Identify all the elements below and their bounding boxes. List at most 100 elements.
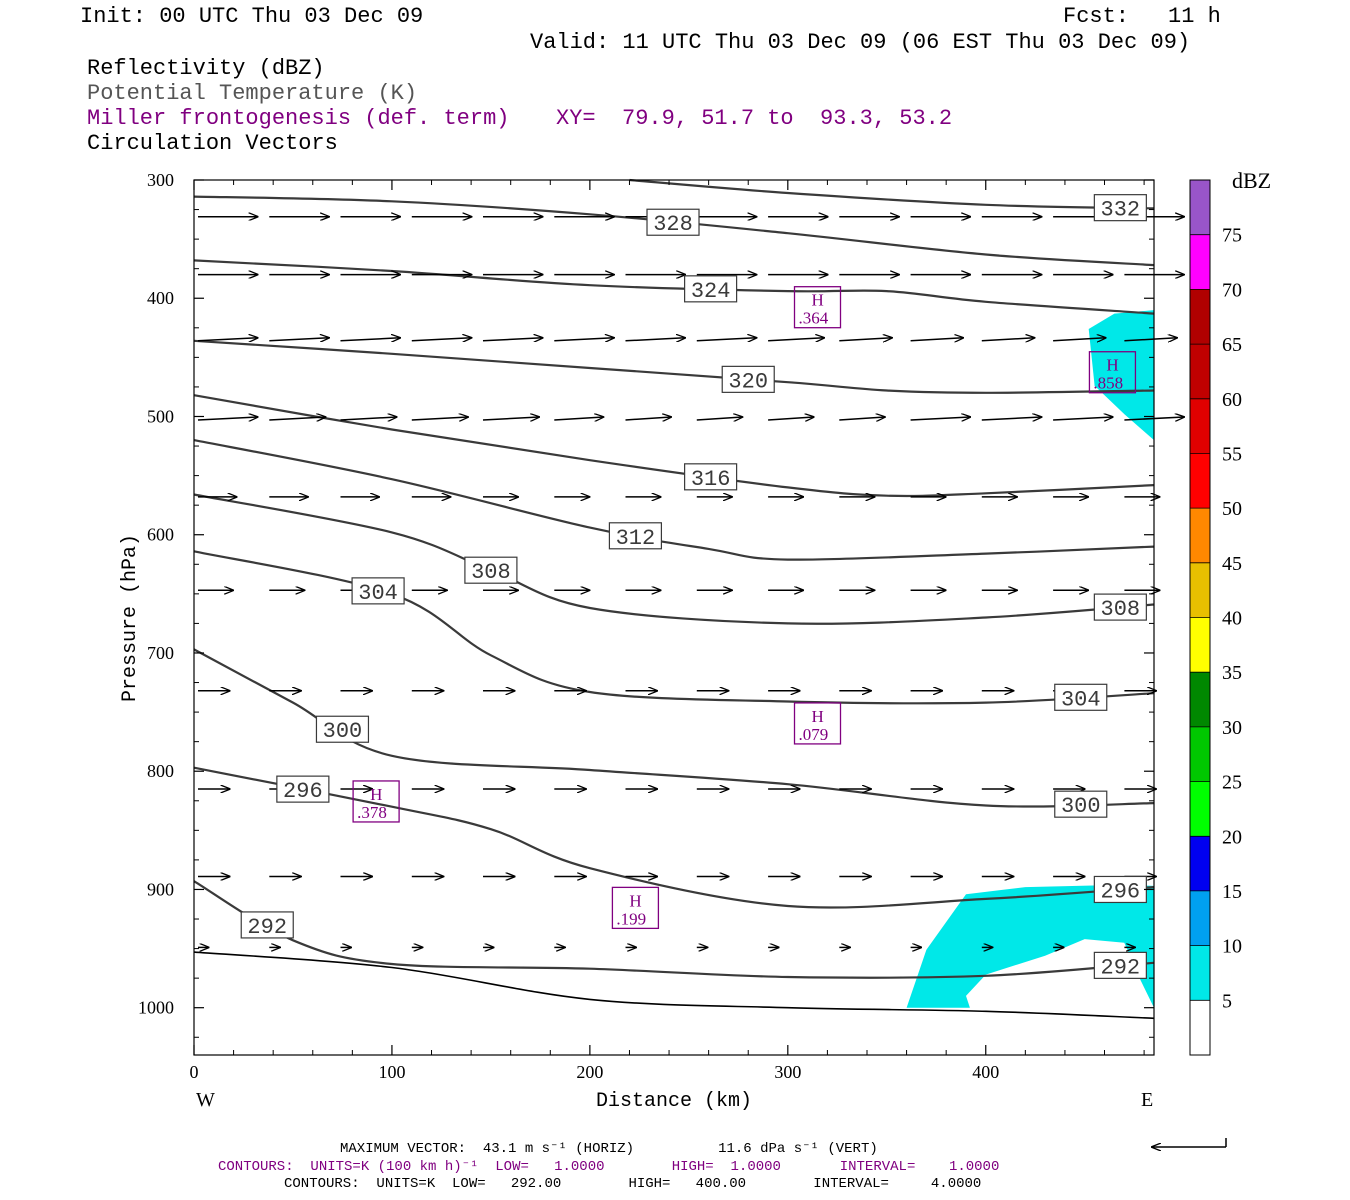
colorbar-swatch <box>1190 726 1210 782</box>
circulation-vector <box>768 417 814 420</box>
theta-contour <box>629 178 1155 210</box>
y-tick-label: 900 <box>147 879 174 899</box>
colorbar-tick-label: 5 <box>1222 990 1232 1012</box>
theta-contour-label: 300 <box>1054 790 1108 819</box>
colorbar-swatch <box>1190 945 1210 1001</box>
colorbar-tick-label: 50 <box>1222 498 1242 520</box>
circulation-vector <box>411 417 468 420</box>
high-marker-label: H <box>812 707 824 726</box>
circulation-vector <box>197 338 258 341</box>
theta-contour-label: 308 <box>1093 593 1147 622</box>
svg-text:332: 332 <box>1101 198 1141 223</box>
circulation-vector <box>340 417 397 420</box>
theta-contour-label: 304 <box>1054 683 1108 712</box>
colorbar-tick-label: 10 <box>1222 936 1242 958</box>
theta-contour-label: 328 <box>646 208 700 237</box>
circulation-vector <box>981 338 1035 341</box>
colorbar-swatch <box>1190 398 1210 454</box>
field-circulation-vectors: Circulation Vectors <box>87 131 338 156</box>
svg-text:328: 328 <box>653 212 693 237</box>
theta-contour-label: 312 <box>608 522 663 551</box>
y-tick-label: 800 <box>147 761 174 781</box>
circulation-vector <box>839 417 885 420</box>
high-marker-label: H <box>370 785 382 804</box>
colorbar-swatch <box>1190 617 1210 673</box>
circulation-vector <box>269 338 329 341</box>
high-marker-value: .079 <box>799 725 829 744</box>
high-marker-value: .199 <box>616 909 646 928</box>
theta-contour <box>193 394 1155 498</box>
circulation-vector <box>482 417 539 420</box>
svg-text:324: 324 <box>691 279 731 304</box>
colorbar-swatch <box>1190 234 1210 290</box>
x-tick-label: 400 <box>972 1062 999 1082</box>
colorbar-tick-label: 40 <box>1222 608 1242 630</box>
theta-contour <box>193 493 1155 625</box>
colorbar-tick-label: 15 <box>1222 881 1242 903</box>
circulation-vector <box>340 338 401 341</box>
cross-section-coords: XY= 79.9, 51.7 to 93.3, 53.2 <box>556 106 953 131</box>
circulation-vector <box>910 417 971 420</box>
forecast-label: Fcst: <box>1063 4 1130 29</box>
colorbar-swatch <box>1190 453 1210 509</box>
y-tick-label: 400 <box>147 288 174 308</box>
colorbar-swatch <box>1190 890 1210 946</box>
colorbar-bottom-cell <box>1190 1000 1210 1055</box>
colorbar-unit: dBZ <box>1232 168 1271 193</box>
colorbar-tick-label: 65 <box>1222 334 1242 356</box>
theta-contour-label: 304 <box>351 577 405 606</box>
theta-contour-label: 308 <box>464 556 518 585</box>
circulation-vector <box>197 417 258 420</box>
high-marker-label: H <box>629 891 641 910</box>
circulation-vector <box>839 338 892 341</box>
y-tick-label: 300 <box>147 170 174 190</box>
colorbar-tick-label: 55 <box>1222 443 1242 465</box>
theta-contour <box>193 550 1155 705</box>
theta-contour <box>193 648 1155 808</box>
svg-text:300: 300 <box>1061 794 1101 819</box>
reflectivity-region <box>1088 310 1154 441</box>
y-axis-title: Pressure (hPa) <box>119 534 142 702</box>
frontogenesis-high: H.364 <box>793 286 842 329</box>
y-tick-label: 500 <box>147 406 174 426</box>
colorbar-swatch <box>1190 672 1210 727</box>
field-reflectivity: Reflectivity (dBZ) <box>87 56 325 81</box>
x-tick-label: 300 <box>774 1062 801 1082</box>
init-time: Init: 00 UTC Thu 03 Dec 09 <box>80 4 424 29</box>
field-potential-temperature: Potential Temperature (K) <box>87 81 418 106</box>
svg-text:308: 308 <box>1101 597 1141 622</box>
colorbar-swatch <box>1190 289 1210 345</box>
max-vector-note: MAXIMUM VECTOR: 43.1 m s⁻¹ (HORIZ) 11.6 … <box>340 1141 878 1157</box>
theta-contour-label: 296 <box>276 775 330 804</box>
colorbar-swatch <box>1190 781 1210 837</box>
svg-text:316: 316 <box>691 467 731 492</box>
west-label: W <box>196 1089 215 1111</box>
circulation-vector <box>1053 417 1113 420</box>
colorbar-swatch <box>1190 562 1210 618</box>
colorbar-tick-label: 25 <box>1222 772 1242 794</box>
theta-contour-label: 332 <box>1093 194 1147 223</box>
theta-contour-label: 316 <box>684 463 738 492</box>
colorbar-tick-label: 45 <box>1222 553 1242 575</box>
colorbar-swatch <box>1190 508 1210 563</box>
colorbar-tick-label: 30 <box>1222 717 1242 739</box>
field-frontogenesis: Miller frontogenesis (def. term) <box>87 106 510 131</box>
circulation-vector <box>554 417 603 420</box>
east-label: E <box>1141 1089 1153 1111</box>
high-marker-value: .858 <box>1093 374 1123 393</box>
high-marker-label: H <box>1106 356 1118 375</box>
circulation-vector <box>981 417 1042 420</box>
theta-contour <box>193 766 1155 909</box>
svg-text:300: 300 <box>323 719 363 744</box>
y-tick-label: 700 <box>147 643 174 663</box>
surface-line <box>193 951 1155 1020</box>
theta-contour-label: 292 <box>240 911 294 940</box>
x-tick-label: 200 <box>576 1062 603 1082</box>
colorbar-tick-label: 35 <box>1222 662 1242 684</box>
circulation-vector <box>625 338 686 341</box>
colorbar-tick-label: 60 <box>1222 389 1242 411</box>
circulation-vector <box>554 338 614 341</box>
reference-vector <box>1152 1138 1227 1147</box>
circulation-vector <box>411 338 472 341</box>
